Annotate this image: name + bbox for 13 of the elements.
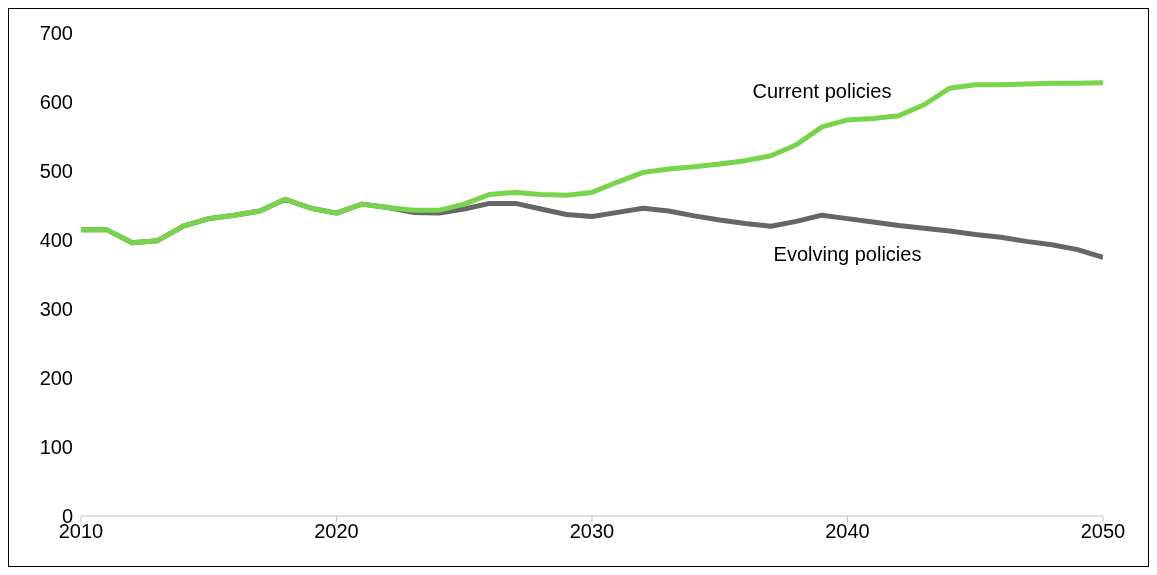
series-label: Current policies [752, 80, 892, 103]
x-tick-label: 2030 [569, 520, 615, 543]
y-tick-label: 100 [39, 436, 73, 459]
y-tick-label: 400 [39, 229, 73, 252]
y-tick-label: 700 [39, 22, 73, 45]
x-tick-label: 2040 [825, 520, 870, 543]
y-tick-label: 500 [39, 160, 73, 183]
x-tick-label: 2020 [314, 520, 359, 543]
y-tick-label: 600 [39, 91, 73, 114]
y-tick-label: 200 [39, 367, 73, 390]
x-tick-label: 2050 [1080, 520, 1126, 543]
series-label: Evolving policies [773, 242, 922, 265]
y-tick-label: 300 [39, 298, 73, 321]
